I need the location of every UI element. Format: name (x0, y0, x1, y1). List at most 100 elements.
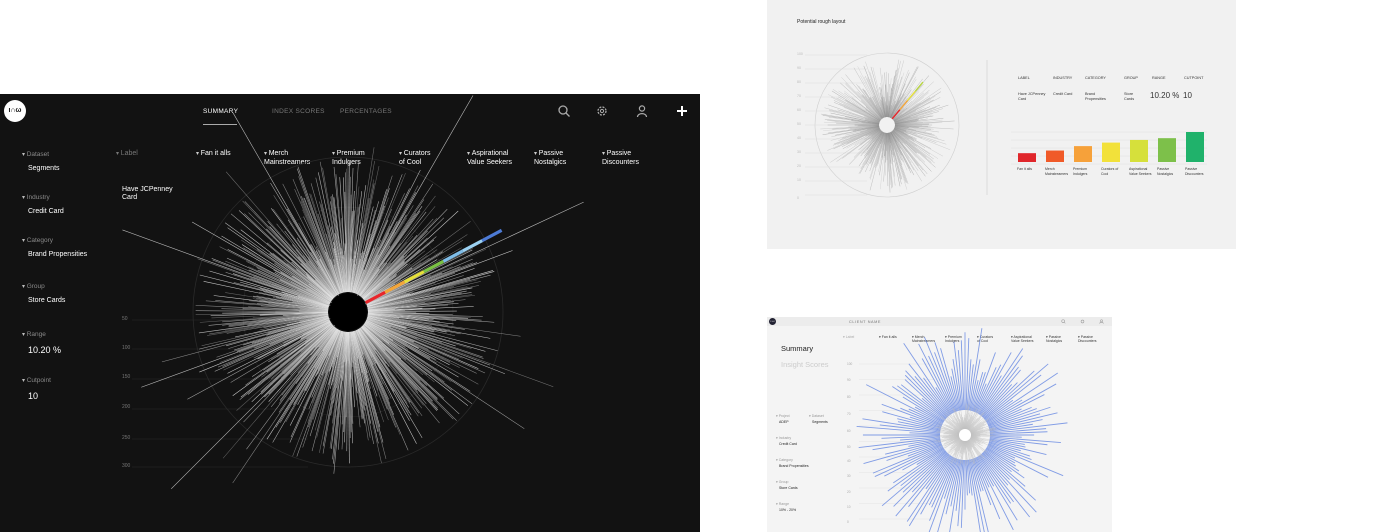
user-icon[interactable] (635, 104, 649, 118)
range-filter[interactable]: Range 10% - 20% (776, 502, 796, 512)
burst-spike (246, 261, 331, 304)
segment-passive-nostalgics[interactable]: Passive Nostalgics (534, 150, 566, 167)
segment-merch-mainstreamers[interactable]: Merch Mainstreamers (264, 150, 310, 167)
group-filter[interactable]: Group Store Cards (22, 283, 66, 304)
burst-spike (865, 128, 881, 137)
blue-spike (974, 383, 987, 413)
blue-spike (874, 445, 943, 477)
dataset-filter[interactable]: Dataset Segments (809, 414, 828, 424)
burst-spike (209, 270, 329, 307)
burst-spike (822, 125, 880, 135)
burst-spike (289, 329, 340, 426)
burst-spike (350, 263, 356, 293)
burst-spike (365, 320, 451, 362)
burst-spike (894, 111, 939, 124)
bar (1158, 138, 1176, 162)
burst-spike (359, 328, 420, 414)
burst-spike (893, 92, 929, 121)
segment-fan-it-alls[interactable]: Fan it alls (879, 335, 897, 339)
burst-spike (834, 121, 880, 125)
segment-curators-of-cool[interactable]: Curators of Cool (977, 335, 993, 344)
search-icon[interactable] (1061, 319, 1066, 324)
label-column-header[interactable]: Label (116, 150, 138, 157)
industry-filter[interactable]: Industry Credit Card (776, 436, 797, 446)
segment-premium-indulgers[interactable]: Premium Indulgers (332, 150, 365, 167)
burst-spike (864, 118, 880, 123)
client-radial-chart[interactable] (767, 317, 1112, 532)
search-icon[interactable] (557, 104, 571, 118)
radial-burst-chart[interactable] (0, 94, 700, 532)
app-logo[interactable]: ι∩ω (4, 100, 26, 122)
segment-merch-mainstreamers[interactable]: Merch Mainstreamers (912, 335, 935, 344)
blue-spike (967, 459, 973, 496)
blue-spike (969, 459, 985, 532)
burst-spike (885, 102, 887, 118)
burst-spike (282, 183, 340, 295)
burst-spike (359, 328, 423, 417)
segment-passive-discounters[interactable]: Passive Discounters (602, 150, 639, 167)
label-column-header[interactable]: Label (843, 335, 855, 339)
tab-index-scores[interactable]: INDEX SCORES (272, 108, 325, 115)
burst-spike (268, 326, 335, 395)
tab-summary[interactable]: SUMMARY (203, 108, 239, 115)
burst-spike (355, 330, 401, 435)
burst-spike (269, 226, 335, 298)
blue-spike (908, 454, 950, 507)
burst-spike (857, 124, 880, 127)
burst-spike (880, 107, 885, 118)
burst-spike (355, 172, 406, 294)
burst-spike (216, 318, 330, 358)
burst-spike (893, 91, 929, 121)
burst-spike (893, 129, 931, 155)
burst-spike (359, 328, 411, 403)
blue-spike (983, 370, 1035, 419)
cutpoint-filter[interactable]: Cutpoint 10 (22, 377, 51, 401)
dataset-filter[interactable]: Dataset Segments (22, 151, 60, 172)
summary-title[interactable]: Summary (781, 344, 814, 353)
bar-label: Fan it alls (1017, 167, 1032, 171)
segment-passive-nostalgics[interactable]: Passive Nostalgics (1046, 335, 1062, 344)
burst-spike (219, 319, 330, 363)
burst-spike (894, 125, 940, 133)
burst-spike (860, 130, 883, 157)
burst-spike (893, 114, 902, 121)
burst-spike (273, 195, 338, 296)
group-filter[interactable]: Group Store Cards (776, 480, 798, 490)
plus-icon[interactable] (675, 104, 689, 118)
burst-spike (354, 330, 379, 391)
segment-fan-it-alls[interactable]: Fan it alls (196, 150, 231, 159)
burst-spike (364, 322, 471, 392)
gear-icon[interactable] (1080, 319, 1085, 324)
segment-passive-discounters[interactable]: Passive Discounters (1078, 335, 1096, 344)
category-filter[interactable]: Category Brand Propensities (22, 237, 87, 258)
highlight-segment (403, 270, 425, 284)
blue-spike (882, 411, 942, 429)
tab-percentages[interactable]: PERCENTAGES (340, 108, 392, 115)
burst-spike (260, 305, 329, 311)
burst-spike (870, 132, 884, 160)
user-icon[interactable] (1099, 319, 1104, 324)
blue-spike (975, 457, 990, 488)
segment-curators-of-cool[interactable]: Curators of Cool (399, 150, 431, 167)
blue-spike (952, 359, 962, 411)
gear-icon[interactable] (595, 104, 609, 118)
burst-spike (294, 189, 341, 294)
segment-premium-indulgers[interactable]: Premium Indulgers (945, 335, 962, 344)
burst-spike (366, 272, 443, 305)
blue-spike (957, 350, 964, 411)
burst-spike (870, 78, 885, 118)
category-filter[interactable]: Category Brand Propensities (776, 458, 809, 468)
segment-aspirational-value-seekers[interactable]: Aspirational Value Seekers (1011, 335, 1034, 344)
industry-filter[interactable]: Industry Credit Card (22, 194, 64, 215)
project-filter[interactable]: Project ADEP (776, 414, 790, 424)
client-logo[interactable]: ι∩ω (769, 318, 776, 325)
burst-spike (256, 249, 332, 301)
burst-spike (308, 330, 341, 410)
blue-spike (902, 446, 944, 471)
range-filter[interactable]: Range 10.20 % (22, 331, 61, 355)
segment-aspirational-value-seekers[interactable]: Aspirational Value Seekers (467, 150, 512, 167)
burst-spike (860, 126, 880, 133)
blue-spike (950, 376, 960, 411)
insight-scores-link[interactable]: Insight Scores (781, 360, 829, 369)
burst-spike (887, 132, 893, 188)
